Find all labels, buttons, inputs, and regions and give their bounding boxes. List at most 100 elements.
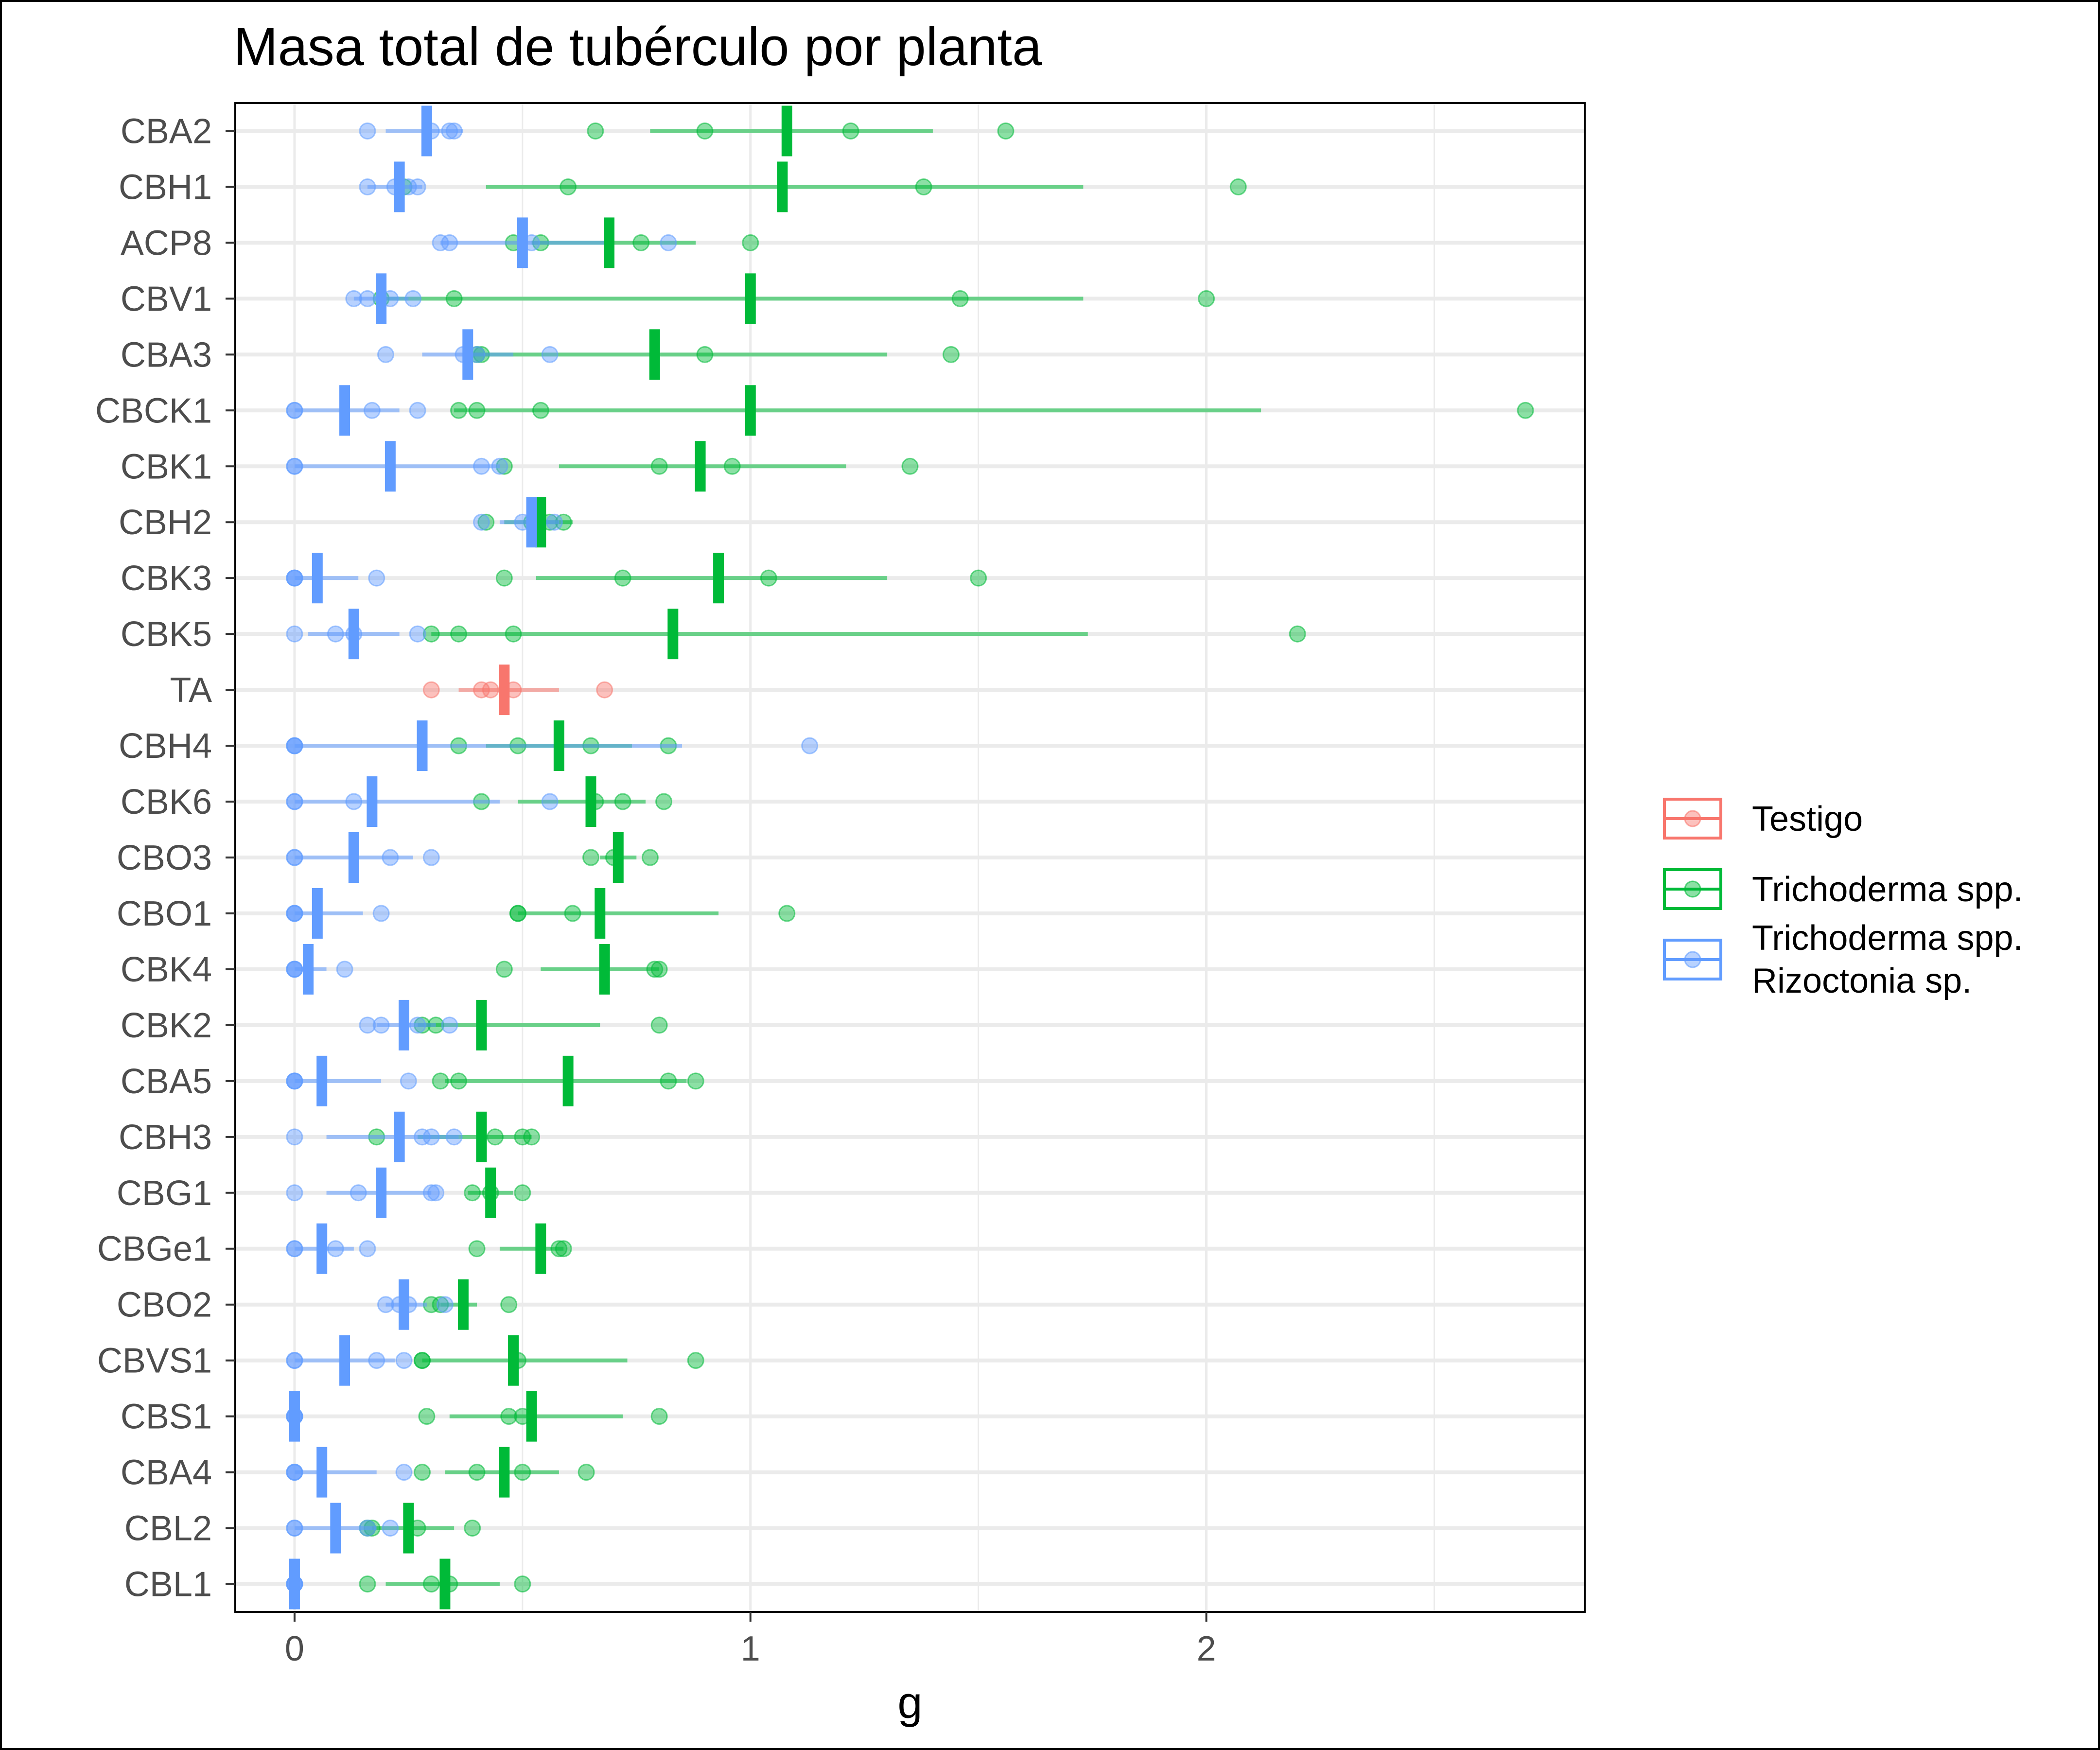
mean-marker xyxy=(289,1391,300,1442)
data-point xyxy=(450,402,468,419)
data-point xyxy=(687,1072,704,1090)
legend-label: Trichoderma spp. xyxy=(1752,870,2023,909)
data-point xyxy=(646,961,664,978)
data-point xyxy=(432,1296,449,1313)
data-point xyxy=(286,961,303,978)
y-axis-tick-labels: CBA2 CBH1 ACP8 CBV1 CBA3 CBCK1 CBK1 CBH2 CBK3 CBK… xyxy=(95,112,235,1604)
data-point xyxy=(723,457,741,475)
mean-marker xyxy=(499,1447,510,1498)
data-point xyxy=(286,1240,303,1258)
x-tick-label: 2 xyxy=(1197,1629,1216,1668)
data-point xyxy=(422,625,440,643)
data-point xyxy=(951,290,969,307)
data-point xyxy=(660,234,677,251)
data-point xyxy=(422,849,440,866)
mean-marker xyxy=(599,944,610,995)
data-point xyxy=(382,849,399,866)
data-point xyxy=(286,737,303,754)
data-point xyxy=(545,513,563,531)
data-point xyxy=(422,1575,440,1593)
data-point xyxy=(472,457,490,475)
data-point xyxy=(1229,178,1247,195)
mean-marker xyxy=(713,553,724,604)
data-point xyxy=(970,569,987,587)
mean-marker xyxy=(403,1503,414,1554)
chart-title: Masa total de tubérculo por planta xyxy=(233,17,1042,77)
data-point xyxy=(514,1184,531,1202)
data-point xyxy=(327,1240,344,1258)
mean-marker xyxy=(462,329,473,380)
y-tick-label: CBL2 xyxy=(124,1509,212,1548)
data-point xyxy=(400,1072,417,1090)
data-point xyxy=(514,1128,531,1146)
data-point xyxy=(359,178,376,195)
mean-marker xyxy=(312,553,323,604)
mean-marker xyxy=(476,999,487,1050)
mean-marker xyxy=(485,1167,496,1218)
y-tick-label: CBO1 xyxy=(117,894,212,933)
mean-marker xyxy=(612,832,624,883)
data-point xyxy=(582,849,600,866)
data-point xyxy=(422,681,440,699)
data-point xyxy=(409,178,426,195)
data-point xyxy=(801,737,819,754)
data-point xyxy=(450,625,468,643)
mean-marker xyxy=(695,441,706,492)
data-point xyxy=(487,1128,504,1146)
data-point xyxy=(650,961,668,978)
data-point xyxy=(359,1240,376,1258)
mean-marker xyxy=(535,1223,546,1274)
data-point xyxy=(842,122,859,140)
data-point xyxy=(286,905,303,922)
data-point xyxy=(614,793,631,810)
data-point xyxy=(472,681,490,699)
data-point xyxy=(632,234,650,251)
data-point xyxy=(359,1575,376,1593)
data-point xyxy=(422,1184,440,1202)
y-tick-label: CBCK1 xyxy=(95,391,212,430)
data-point xyxy=(414,1352,431,1369)
data-point xyxy=(468,402,486,419)
y-tick-label: CBK1 xyxy=(121,447,212,486)
data-point xyxy=(345,793,363,810)
y-tick-label: CBH1 xyxy=(119,168,212,207)
data-point xyxy=(359,122,376,140)
data-point xyxy=(359,1016,376,1034)
data-point xyxy=(436,1296,454,1313)
y-tick-label: CBK6 xyxy=(121,783,212,822)
y-tick-label: CBK2 xyxy=(121,1006,212,1045)
data-point xyxy=(560,178,577,195)
y-tick-label: CBA4 xyxy=(121,1453,212,1492)
data-point xyxy=(445,1128,463,1146)
data-point xyxy=(377,346,394,363)
mean-marker xyxy=(526,497,537,548)
data-point xyxy=(377,1296,394,1313)
mean-marker xyxy=(339,1335,350,1386)
data-point xyxy=(427,1184,445,1202)
data-point xyxy=(409,402,426,419)
y-tick-label: CBO2 xyxy=(117,1286,212,1325)
data-point xyxy=(596,681,613,699)
data-point xyxy=(915,178,932,195)
data-point xyxy=(550,1240,568,1258)
data-point xyxy=(641,849,659,866)
y-tick-label: CBH2 xyxy=(119,503,212,542)
data-point xyxy=(286,1072,303,1090)
mean-marker xyxy=(385,441,396,492)
data-point xyxy=(368,569,385,587)
legend-key-point xyxy=(1684,880,1701,898)
data-point xyxy=(587,122,604,140)
data-point xyxy=(901,457,919,475)
mean-marker xyxy=(417,720,428,771)
data-point xyxy=(468,1464,486,1481)
data-point xyxy=(687,1352,704,1369)
data-point xyxy=(514,1464,531,1481)
y-tick-label: ACP8 xyxy=(121,224,212,262)
data-point xyxy=(286,1464,303,1481)
mean-marker xyxy=(399,999,409,1050)
mean-marker xyxy=(330,1503,341,1554)
x-tick-label: 0 xyxy=(285,1629,304,1668)
data-point xyxy=(382,1520,399,1537)
y-tick-label: CBK3 xyxy=(121,559,212,598)
